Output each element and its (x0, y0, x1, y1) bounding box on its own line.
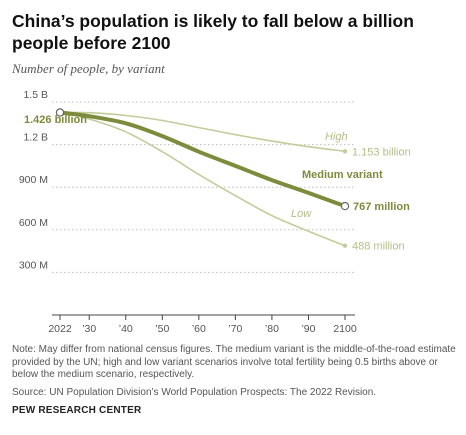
series-name-high: High (325, 131, 348, 143)
series-name-medium: Medium variant (302, 169, 383, 181)
end-marker-medium (340, 201, 350, 211)
end-marker (342, 243, 348, 248)
x-tick-label: ’90 (301, 323, 315, 335)
end-marker (342, 149, 348, 154)
series-line-medium-variant (58, 110, 347, 209)
start-value-label: 1.426 billion (24, 114, 87, 126)
x-tick-label: ’50 (155, 323, 169, 335)
publisher-name: PEW RESEARCH CENTER (12, 405, 142, 416)
end-value-label-high: 1.153 billion (352, 146, 411, 158)
end-value-label-medium: 767 million (353, 201, 410, 213)
y-tick-label: 1.5 B (23, 89, 48, 101)
series-lines (55, 108, 350, 248)
x-tick-label: ’70 (228, 323, 242, 335)
start-marker (55, 108, 65, 117)
y-tick-label: 300 M (19, 259, 48, 271)
chart-subtitle: Number of people, by variant (12, 61, 165, 76)
y-axis: 300 M 600 M 900 M 1.2 B 1.5 B (19, 89, 48, 271)
x-axis: 2022 ’30 ’40 ’50 ’60 ’70 ’80 ’90 2100 (48, 314, 357, 335)
series-line-high (59, 111, 346, 153)
chart-source: Source: UN Population Division’s World P… (12, 387, 377, 398)
series-name-low: Low (291, 208, 312, 220)
chart-note: Note: May differ from national census fi… (12, 344, 456, 381)
x-tick-label: 2100 (333, 323, 357, 335)
y-tick-label: 900 M (19, 174, 48, 186)
x-tick-label: ’80 (265, 323, 279, 335)
x-tick-label: ’40 (119, 323, 133, 335)
x-tick-label: 2022 (48, 323, 72, 335)
line-chart: 300 M 600 M 900 M 1.2 B 1.5 B 2022 ’30 ’40 ’50 ’… (19, 89, 411, 335)
chart-title: China’s population is likely to fall bel… (12, 11, 414, 53)
y-tick-label: 1.2 B (23, 132, 48, 144)
end-value-label-low: 488 million (352, 241, 405, 253)
x-tick-label: ’30 (82, 323, 96, 335)
series-line-low (59, 111, 346, 247)
grid-lines (52, 101, 355, 273)
series-labels: 1.426 billion 1.153 billion 767 million 488… (24, 114, 411, 253)
x-tick-label: ’60 (192, 323, 206, 335)
y-tick-label: 600 M (19, 217, 48, 229)
